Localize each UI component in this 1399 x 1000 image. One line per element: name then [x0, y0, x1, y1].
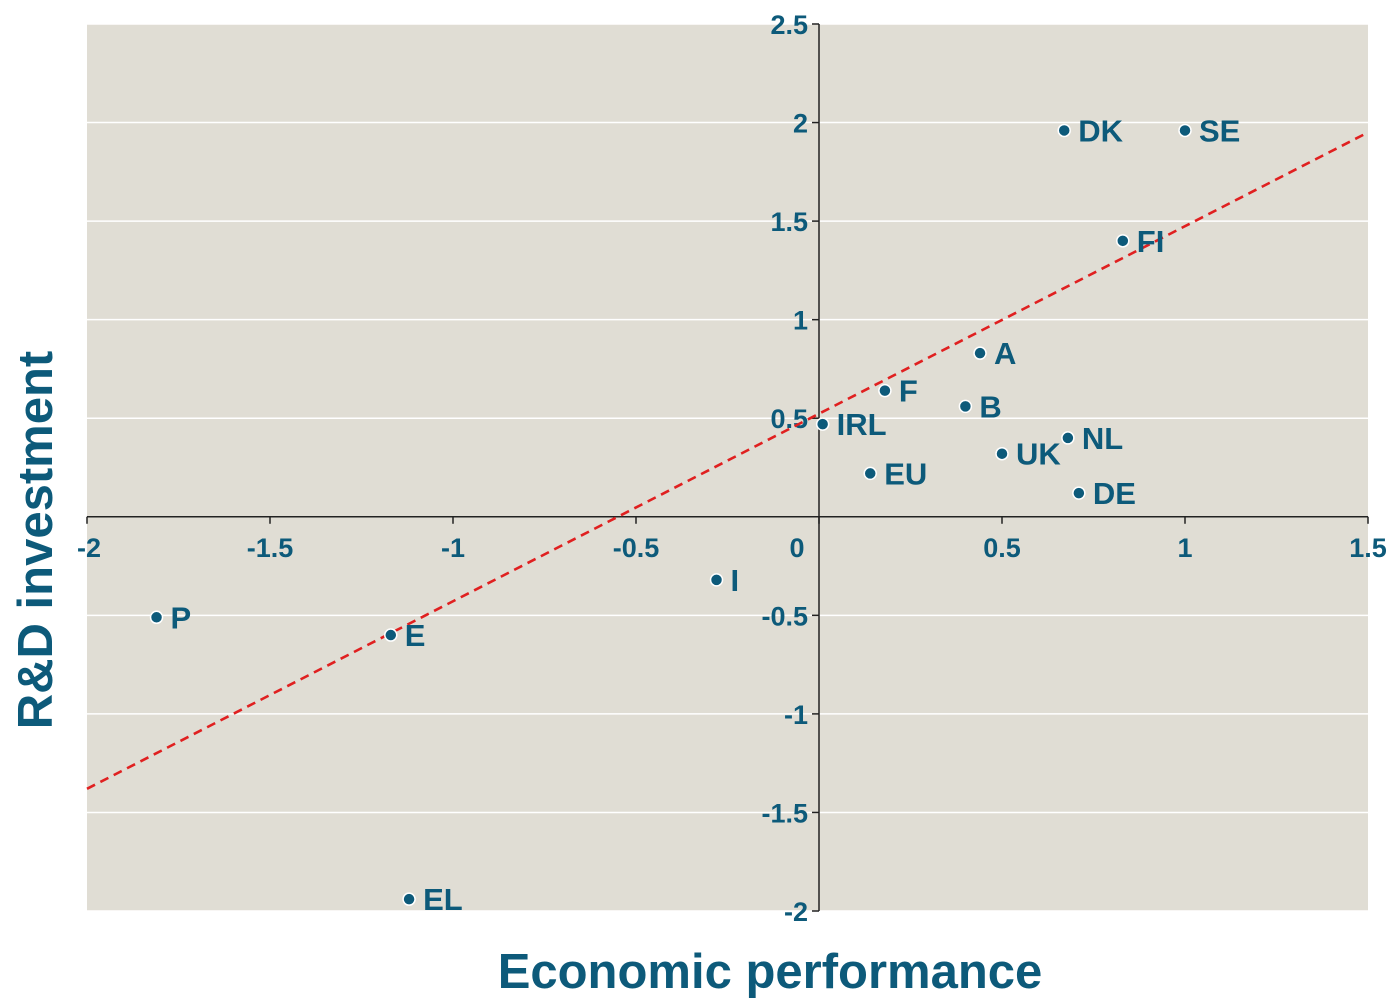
data-point	[1072, 486, 1086, 500]
point-label: SE	[1199, 113, 1240, 148]
y-tick-label: -0.5	[761, 601, 808, 631]
point-label: A	[994, 336, 1016, 371]
x-axis-title: Economic performance	[498, 945, 1043, 999]
y-tick-label: 2	[793, 109, 808, 139]
y-tick-label: 1.5	[770, 207, 808, 237]
point-label: P	[171, 600, 192, 635]
x-tick-label: 1	[1177, 533, 1192, 563]
x-tick-label: 1.5	[1349, 533, 1387, 563]
point-label: DK	[1078, 113, 1123, 148]
x-tick-label: -2	[77, 533, 101, 563]
point-label: IRL	[837, 407, 887, 442]
y-tick-label: -1.5	[761, 798, 808, 828]
point-label: EL	[423, 882, 463, 917]
gridlines	[87, 23, 1368, 912]
x-tick-label: 0.5	[983, 533, 1021, 563]
data-points: DK SE FI A F B IRL NL UK EU DE I P E EL	[149, 113, 1240, 917]
data-point	[1057, 123, 1071, 138]
y-tick-label: -2	[784, 897, 808, 927]
point-label: FI	[1137, 224, 1165, 259]
data-point	[709, 573, 724, 587]
y-axis-ticks: -2-1.5-1-0.50.511.522.5	[761, 10, 819, 927]
point-label: B	[979, 389, 1001, 424]
point-label: NL	[1082, 421, 1123, 456]
x-tick-label: -1	[441, 533, 465, 563]
plot-background	[87, 24, 1368, 911]
data-point	[995, 446, 1009, 461]
data-point	[958, 399, 973, 414]
data-point	[149, 610, 164, 625]
data-point	[384, 628, 398, 642]
point-label: I	[731, 563, 740, 598]
point-label: DE	[1093, 476, 1136, 511]
x-tick-label: 0	[789, 533, 804, 563]
data-point	[878, 383, 892, 398]
data-point	[973, 346, 987, 360]
y-tick-label: -1	[784, 700, 808, 730]
data-point	[1061, 431, 1075, 445]
point-label: UK	[1016, 437, 1061, 472]
x-tick-label: -1.5	[247, 533, 294, 563]
point-label: EU	[884, 456, 927, 491]
y-tick-label: 1	[793, 306, 808, 336]
data-point	[1178, 123, 1192, 138]
data-point	[863, 466, 877, 481]
y-axis-title: R&D investment	[9, 351, 63, 729]
x-axis-ticks: -2 -1.5 -1 -0.5 0 0.5 1 1.5	[77, 516, 1387, 563]
data-point	[1116, 234, 1130, 248]
data-point	[402, 892, 416, 906]
point-label: F	[899, 374, 918, 409]
x-tick-label: -0.5	[613, 533, 660, 563]
point-label: E	[405, 618, 426, 653]
y-tick-label: 2.5	[770, 10, 808, 40]
data-point	[815, 417, 830, 431]
